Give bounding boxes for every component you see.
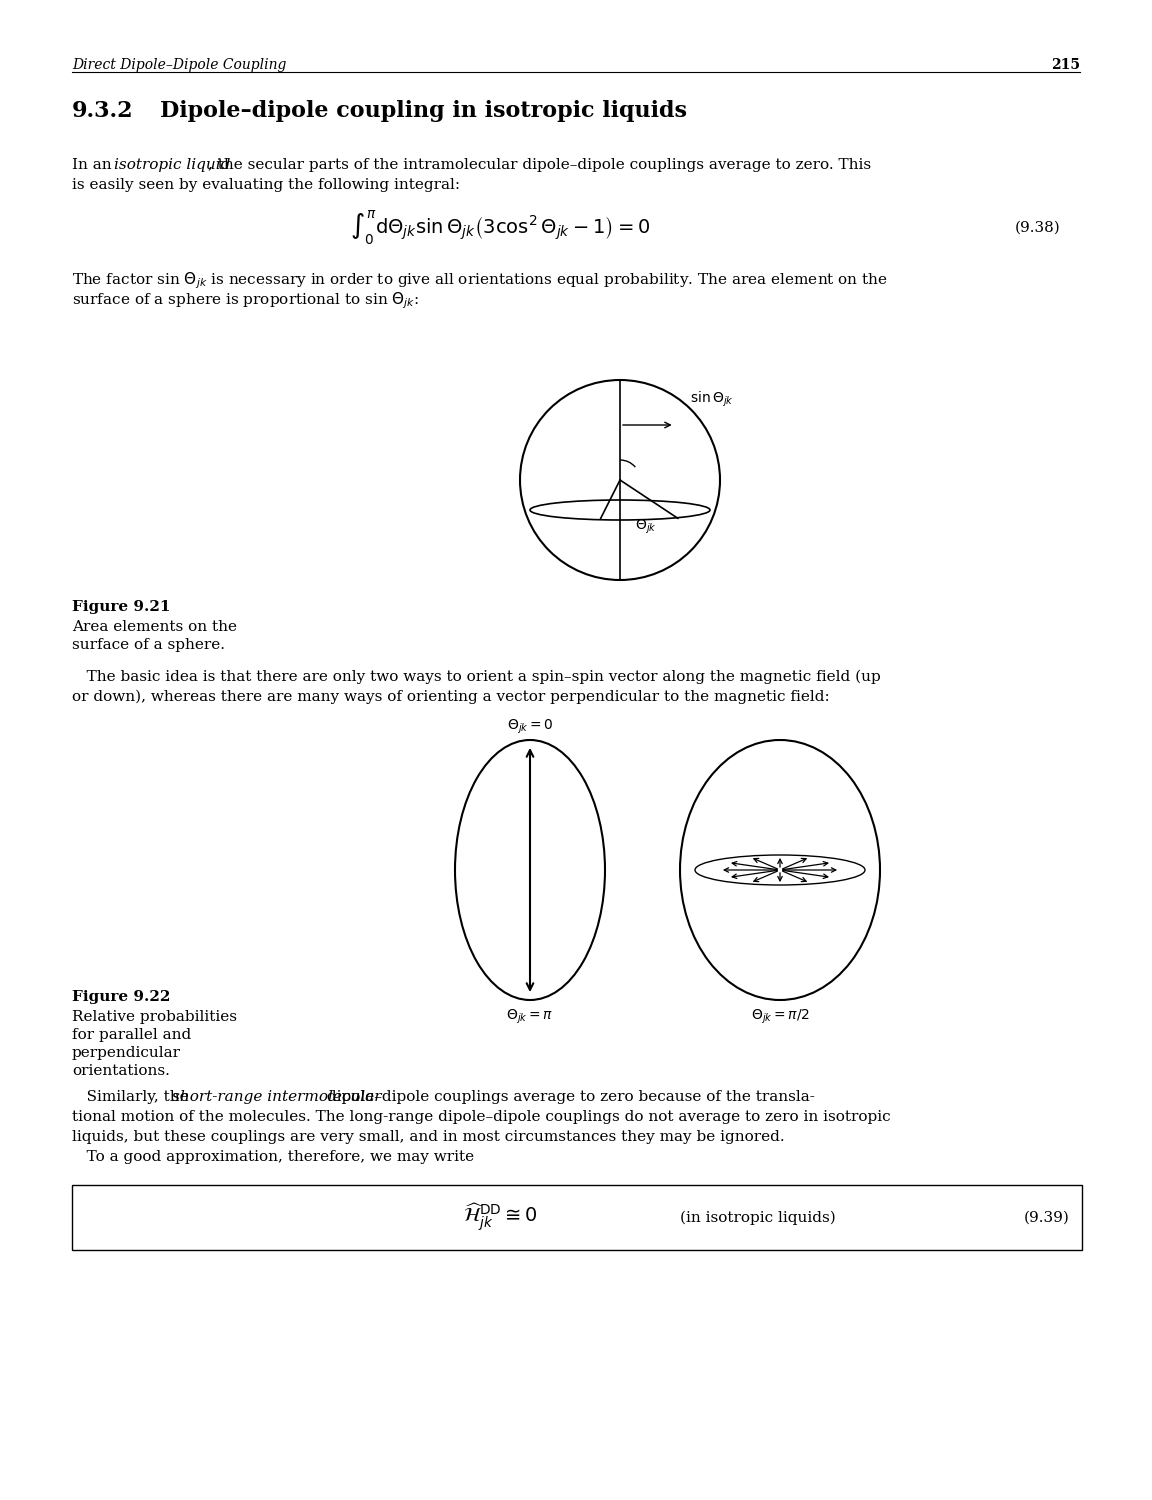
Text: Direct Dipole–Dipole Coupling: Direct Dipole–Dipole Coupling bbox=[71, 58, 287, 72]
Text: isotropic liquid: isotropic liquid bbox=[114, 158, 230, 172]
Text: for parallel and: for parallel and bbox=[71, 1028, 191, 1042]
Text: (9.39): (9.39) bbox=[1024, 1210, 1070, 1224]
Text: is easily seen by evaluating the following integral:: is easily seen by evaluating the followi… bbox=[71, 178, 460, 192]
Text: $\Theta_{jk} = \pi$: $\Theta_{jk} = \pi$ bbox=[507, 1008, 554, 1026]
Text: The factor sin $\Theta_{jk}$ is necessary in order to give all orientations equa: The factor sin $\Theta_{jk}$ is necessar… bbox=[71, 270, 888, 291]
Text: Figure 9.22: Figure 9.22 bbox=[71, 990, 170, 1004]
Text: $\Theta_{jk} = 0$: $\Theta_{jk} = 0$ bbox=[507, 718, 553, 736]
Text: $\int_0^{\pi} \mathrm{d}\Theta_{jk} \sin \Theta_{jk} \left(3\cos^2 \Theta_{jk} -: $\int_0^{\pi} \mathrm{d}\Theta_{jk} \sin… bbox=[350, 209, 650, 248]
Text: (in isotropic liquids): (in isotropic liquids) bbox=[680, 1210, 835, 1224]
Text: $\Theta_{jk} = \pi/2$: $\Theta_{jk} = \pi/2$ bbox=[751, 1008, 810, 1026]
Text: 215: 215 bbox=[1051, 58, 1081, 72]
Text: $\Theta_{jk}$: $\Theta_{jk}$ bbox=[635, 518, 657, 537]
Text: , the secular parts of the intramolecular dipole–dipole couplings average to zer: , the secular parts of the intramolecula… bbox=[209, 158, 871, 172]
Text: The basic idea is that there are only two ways to orient a spin–spin vector alon: The basic idea is that there are only tw… bbox=[71, 670, 881, 684]
Text: short-range intermolecular: short-range intermolecular bbox=[172, 1090, 381, 1104]
Text: surface of a sphere.: surface of a sphere. bbox=[71, 638, 225, 652]
Text: In an: In an bbox=[71, 158, 116, 172]
Text: (9.38): (9.38) bbox=[1014, 220, 1060, 236]
Text: Area elements on the: Area elements on the bbox=[71, 620, 237, 634]
Bar bbox=[71, 1185, 1082, 1250]
Text: $\widehat{\mathcal{H}}^{\mathrm{DD}}_{jk} \cong 0$: $\widehat{\mathcal{H}}^{\mathrm{DD}}_{jk… bbox=[463, 1202, 538, 1233]
Text: To a good approximation, therefore, we may write: To a good approximation, therefore, we m… bbox=[71, 1150, 475, 1164]
Text: Dipole–dipole coupling in isotropic liquids: Dipole–dipole coupling in isotropic liqu… bbox=[160, 100, 687, 122]
Text: Relative probabilities: Relative probabilities bbox=[71, 1010, 237, 1025]
Text: tional motion of the molecules. The long-range dipole–dipole couplings do not av: tional motion of the molecules. The long… bbox=[71, 1110, 890, 1124]
Text: or down), whereas there are many ways of orienting a vector perpendicular to the: or down), whereas there are many ways of… bbox=[71, 690, 829, 705]
Text: $\sin\Theta_{jk}$: $\sin\Theta_{jk}$ bbox=[690, 390, 734, 410]
Text: surface of a sphere is proportional to sin $\Theta_{jk}$:: surface of a sphere is proportional to s… bbox=[71, 290, 419, 310]
Text: perpendicular: perpendicular bbox=[71, 1046, 181, 1060]
Text: Figure 9.21: Figure 9.21 bbox=[71, 600, 170, 613]
Text: liquids, but these couplings are very small, and in most circumstances they may : liquids, but these couplings are very sm… bbox=[71, 1130, 785, 1144]
Text: Similarly, the: Similarly, the bbox=[71, 1090, 194, 1104]
Text: 9.3.2: 9.3.2 bbox=[71, 100, 134, 122]
Text: dipole–dipole couplings average to zero because of the transla-: dipole–dipole couplings average to zero … bbox=[323, 1090, 814, 1104]
Text: orientations.: orientations. bbox=[71, 1064, 169, 1078]
